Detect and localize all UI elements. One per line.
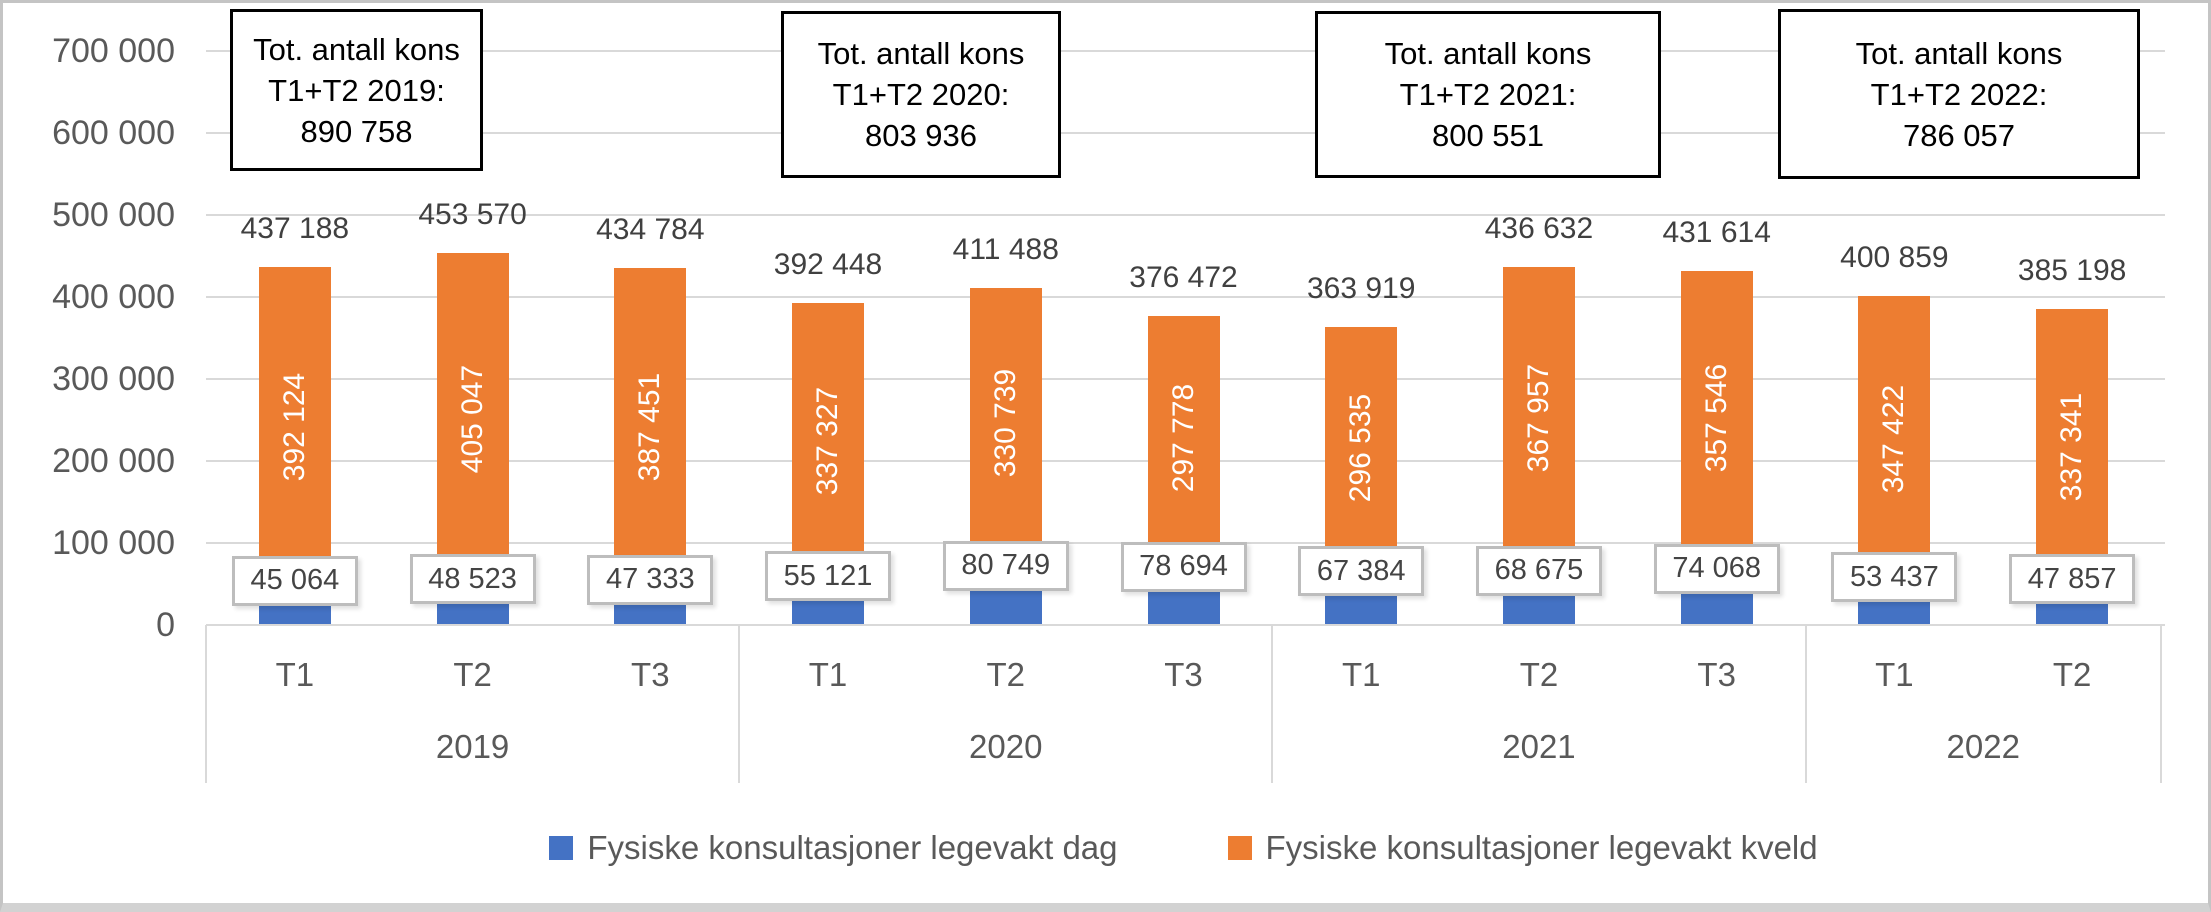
bar-segment-kveld	[2036, 309, 2109, 586]
category-label: T1	[275, 656, 315, 693]
year-label: 2020	[969, 728, 1043, 765]
annotation-box: Tot. antall kons T1+T2 2021: 800 551	[1315, 11, 1661, 178]
annotation-line: T1+T2 2022:	[1870, 76, 2048, 112]
gridline	[206, 132, 2165, 134]
category-label: T2	[2052, 656, 2092, 693]
annotation-line: Tot. antall kons	[1384, 36, 1592, 71]
bar-total-label: 392 448	[773, 248, 883, 282]
bar-segment-kveld	[969, 287, 1042, 559]
gridline	[206, 296, 2165, 298]
bar-segment-kveld	[1325, 326, 1398, 570]
category-label: T3	[631, 656, 670, 693]
bar-segment-kveld	[258, 266, 331, 589]
bar-segment-kveld	[1502, 266, 1575, 569]
bar-dag-value-box: 47 857	[2009, 554, 2136, 605]
bar-dag-value-box: 80 749	[942, 540, 1069, 591]
bar-dag-value-box: 68 675	[1475, 545, 1602, 596]
annotation-line: T1+T2 2020:	[832, 77, 1010, 112]
gridline	[206, 50, 2165, 52]
annotation-line: 803 936	[864, 118, 978, 153]
bar-dag-value-box: 45 064	[231, 555, 358, 606]
legend-item-kveld: Fysiske konsultasjoner legevakt kveld	[1227, 829, 1818, 867]
bar-total-label: 385 198	[2017, 254, 2127, 288]
y-axis-tick-label: 200 000	[52, 442, 175, 480]
annotation-line: Tot. antall kons	[253, 31, 460, 67]
gridline	[206, 214, 2165, 216]
bar-segment-kveld	[792, 303, 865, 580]
y-axis-tick-label: 700 000	[52, 32, 175, 70]
annotation-line: T1+T2 2019:	[268, 72, 445, 108]
legend-label-kveld: Fysiske konsultasjoner legevakt kveld	[1265, 829, 1818, 866]
bar-dag-value-box: 74 068	[1653, 543, 1780, 594]
category-separator	[205, 625, 207, 783]
category-separator	[2160, 625, 2162, 783]
annotation-line: Tot. antall kons	[1855, 35, 2063, 71]
bar-dag-value-box: 55 121	[765, 551, 892, 602]
y-axis-tick-label: 500 000	[52, 196, 175, 234]
bar-dag-value-box: 53 437	[1831, 552, 1958, 603]
category-label: T2	[1519, 656, 1559, 693]
category-label: T1	[1341, 656, 1381, 693]
legend-swatch-dag-icon	[549, 836, 574, 860]
bar-total-label: 453 570	[418, 198, 527, 232]
bar-total-label: 411 488	[952, 232, 1059, 266]
annotation-layer: Tot. antall kons T1+T2 2019: 890 758 Tot. a…	[3, 3, 2208, 903]
category-axis: T1 T2 T3 T1 T2 T3 T1 T2 T3 T1 T2 2019 2020 2021 2022	[3, 3, 2208, 903]
bar-dag-value-box: 78 694	[1120, 541, 1247, 592]
bar-total-label: 363 919	[1306, 271, 1416, 305]
annotation-box: Tot. antall kons T1+T2 2022: 786 057	[1778, 9, 2140, 179]
bar-total-label: 400 859	[1840, 241, 1949, 275]
y-axis-tick-label: 600 000	[52, 114, 175, 152]
bar-total-label: 431 614	[1662, 216, 1771, 250]
bar-segment-kveld	[1858, 296, 1931, 582]
category-label: T1	[1875, 656, 1914, 693]
category-label: T3	[1164, 656, 1203, 693]
bar-dag-value-box: 48 523	[409, 554, 536, 605]
y-axis-tick-label: 100 000	[52, 524, 175, 562]
plot-area: 392 124 437 188 45 064 405 047 453 570 48 523…	[3, 3, 2208, 903]
annotation-box: Tot. antall kons T1+T2 2020: 803 936	[781, 11, 1061, 178]
bar-segment-kveld	[1680, 271, 1753, 565]
category-label: T2	[986, 656, 1026, 693]
y-axis-tick-label: 400 000	[52, 278, 175, 316]
bar-dag-value-box: 47 333	[587, 554, 714, 605]
legend-swatch-kveld-icon	[1227, 836, 1252, 860]
category-label: T1	[808, 656, 848, 693]
bar-total-label: 436 632	[1484, 211, 1594, 245]
bar-dag-value-box: 67 384	[1298, 546, 1425, 597]
category-label: T2	[453, 656, 492, 693]
annotation-line: 786 057	[1902, 117, 2016, 153]
y-axis-tick-label: 0	[156, 606, 175, 644]
bar-segment-kveld	[1147, 316, 1220, 561]
year-label: 2022	[1946, 728, 2020, 765]
legend-item-dag: Fysiske konsultasjoner legevakt dag	[549, 829, 1118, 867]
bar-segment-kveld	[614, 268, 687, 587]
annotation-line: 890 758	[300, 113, 413, 149]
annotation-line: T1+T2 2021:	[1399, 77, 1577, 112]
category-label: T3	[1697, 656, 1736, 693]
year-label: 2019	[435, 728, 510, 765]
bar-total-label: 376 472	[1129, 261, 1238, 295]
category-separator	[1804, 625, 1807, 783]
annotation-line: Tot. antall kons	[817, 36, 1025, 71]
category-separator	[738, 625, 741, 783]
legend: Fysiske konsultasjoner legevakt dag Fysi…	[206, 821, 2161, 875]
category-separator	[1271, 625, 1274, 783]
bar-total-label: 434 784	[596, 213, 705, 247]
y-axis-tick-label: 300 000	[52, 360, 175, 398]
category-axis-line	[206, 624, 2165, 626]
annotation-box: Tot. antall kons T1+T2 2019: 890 758	[230, 9, 483, 171]
year-label: 2021	[1502, 728, 1576, 765]
annotation-line: 800 551	[1431, 118, 1545, 153]
bar-total-label: 437 188	[240, 211, 350, 245]
legend-label-dag: Fysiske konsultasjoner legevakt dag	[587, 829, 1118, 866]
bar-segment-kveld	[436, 253, 509, 586]
